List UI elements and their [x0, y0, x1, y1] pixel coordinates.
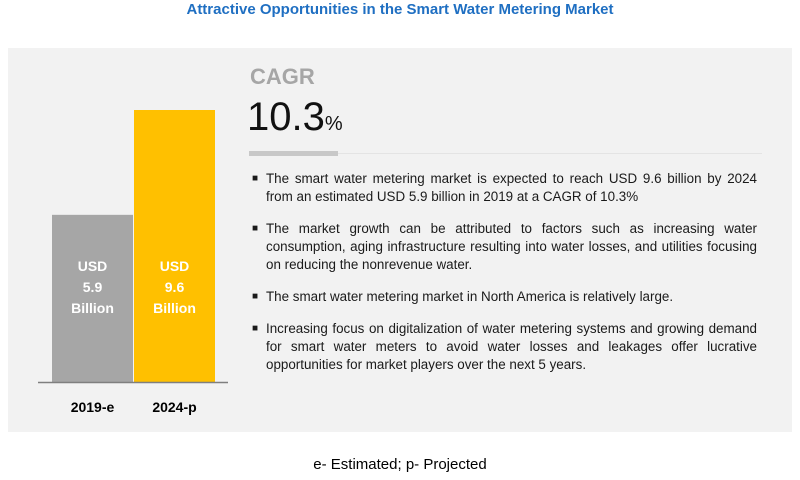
divider-line	[338, 153, 762, 154]
key-point-text: The market growth can be attributed to f…	[266, 221, 757, 272]
bullet-icon: ■	[252, 223, 259, 234]
cagr-underline	[249, 151, 338, 156]
key-point-text: The smart water metering market in North…	[266, 289, 674, 304]
key-point-text: Increasing focus on digitalization of wa…	[266, 321, 757, 372]
key-point: ■ The market growth can be attributed to …	[252, 220, 757, 274]
cagr-label: CAGR	[250, 64, 315, 89]
page-title: Attractive Opportunities in the Smart Wa…	[186, 1, 614, 18]
key-point: ■ Increasing focus on digitalization of w…	[252, 320, 757, 374]
bar-data-label: 5.9	[83, 279, 103, 295]
footnote: e- Estimated; p- Projected	[313, 456, 487, 473]
key-point: ■ The smart water metering market in Nort…	[252, 288, 757, 306]
bar-data-label: USD	[160, 258, 190, 274]
bullet-icon: ■	[252, 173, 259, 184]
cagr-value: 10.3%	[247, 94, 343, 147]
x-tick-label: 2019-e	[71, 399, 115, 415]
bullet-icon: ■	[252, 291, 259, 302]
key-points-list: ■ The smart water metering market is expe…	[252, 170, 757, 388]
bar-2024-p	[134, 110, 215, 382]
bar-data-label: Billion	[153, 300, 196, 316]
bullet-icon: ■	[252, 323, 259, 334]
key-point: ■ The smart water metering market is expe…	[252, 170, 757, 206]
cagr-unit: %	[324, 113, 343, 135]
bar-data-label: USD	[78, 258, 108, 274]
key-point-text: The smart water metering market is expec…	[266, 171, 757, 204]
bar-data-label: 9.6	[165, 279, 185, 295]
bar-2019-e	[52, 214, 133, 382]
cagr-number: 10.3	[247, 95, 325, 139]
bar-data-label: Billion	[71, 300, 114, 316]
x-tick-label: 2024-p	[152, 399, 196, 415]
